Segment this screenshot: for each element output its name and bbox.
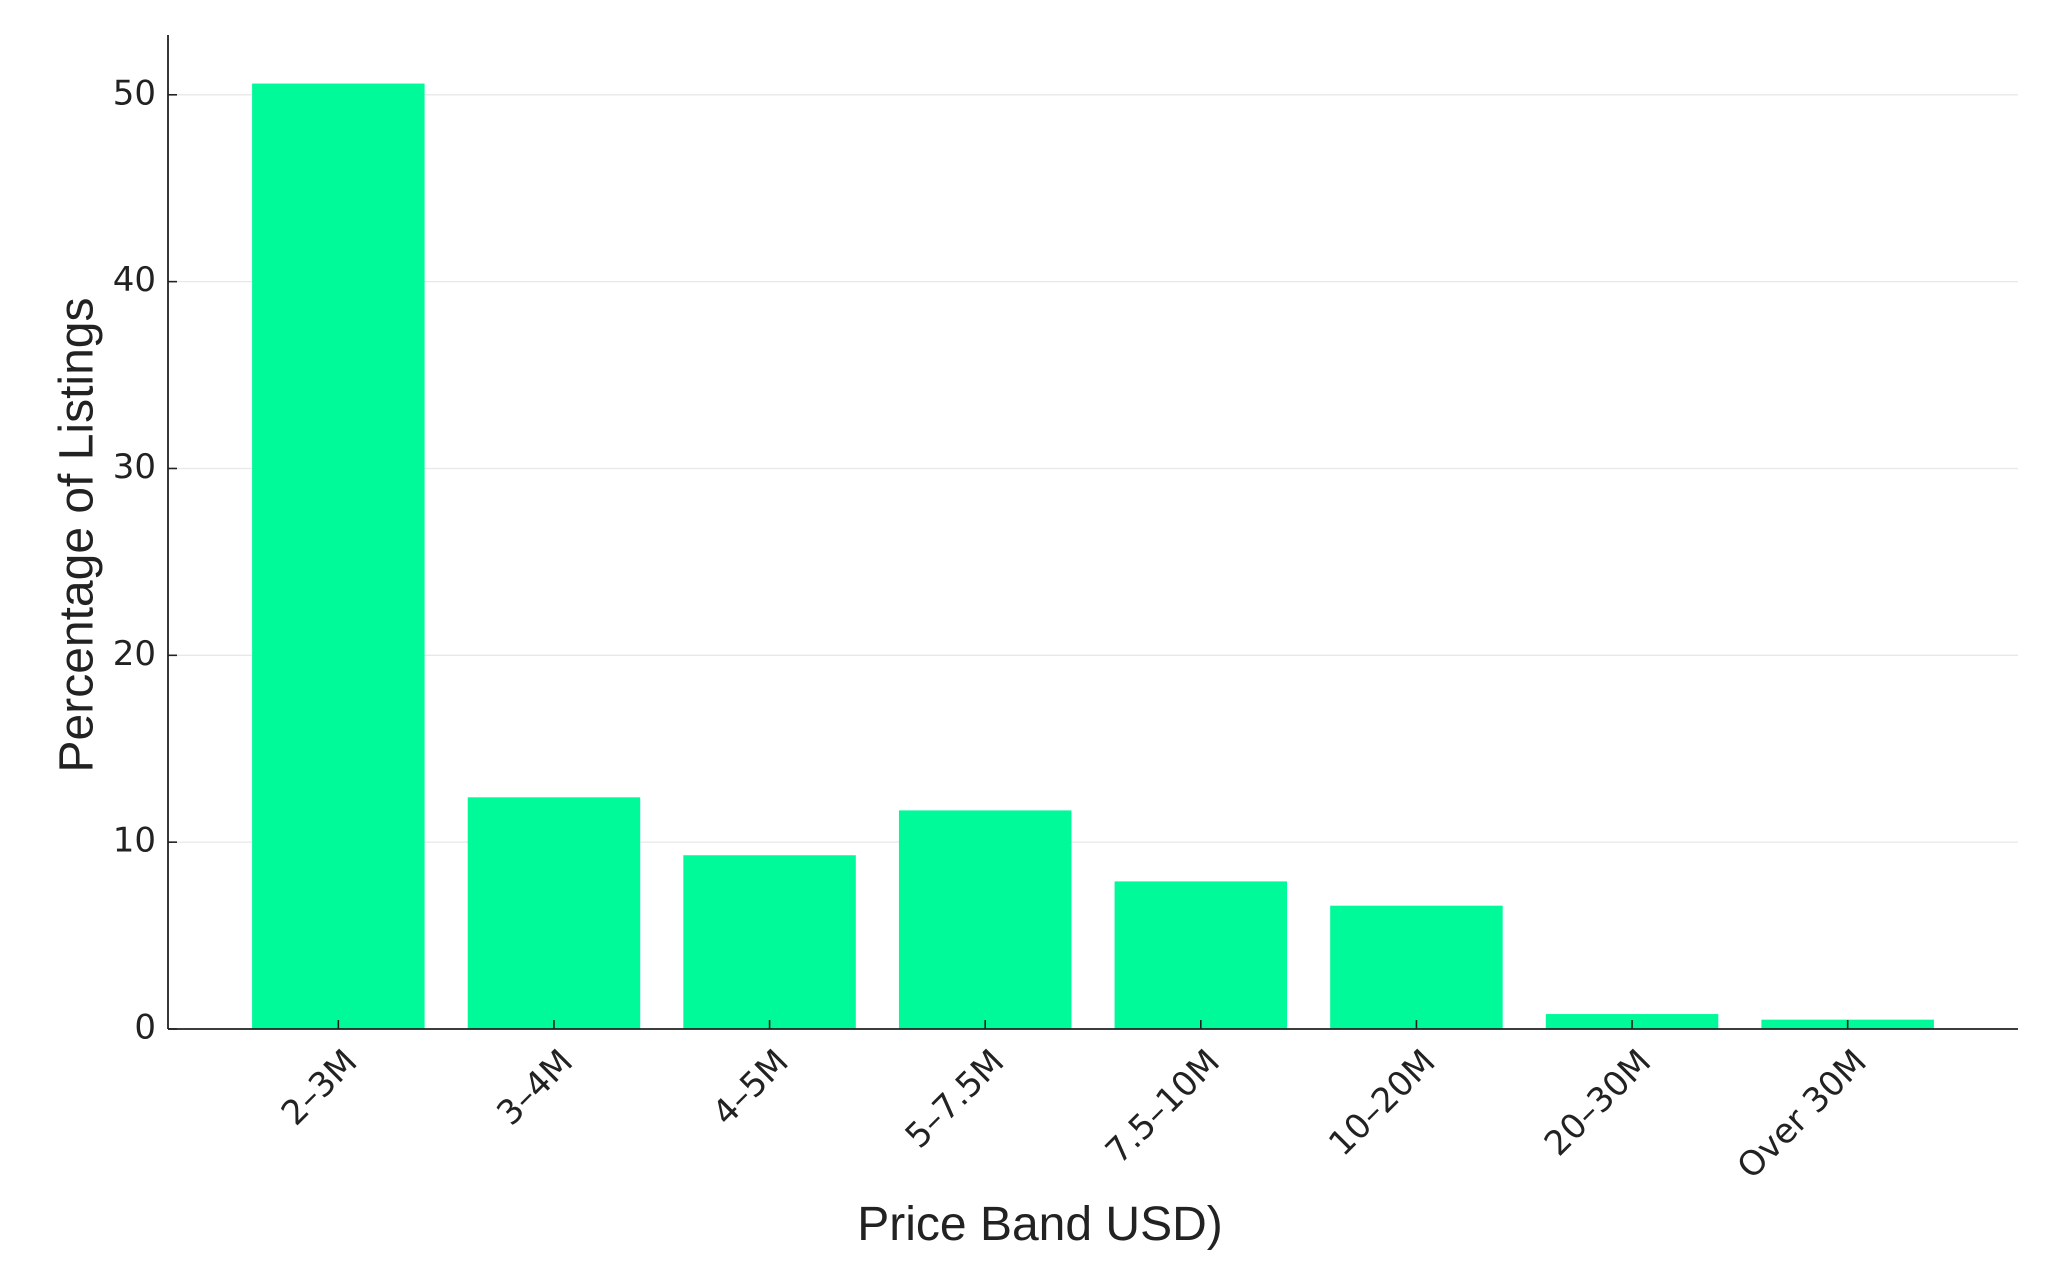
y-tick-label: 10 xyxy=(113,821,156,861)
bar xyxy=(467,797,641,1029)
x-tick-label: 4–5M xyxy=(705,1042,797,1134)
y-tick-label: 40 xyxy=(113,260,156,300)
x-tick-label: 20–30M xyxy=(1537,1042,1659,1164)
x-tick-label: 2–3M xyxy=(274,1042,366,1134)
bar xyxy=(252,83,425,1029)
x-tick-label: Over 30M xyxy=(1730,1042,1875,1187)
bar xyxy=(683,855,856,1029)
y-tick-label: 0 xyxy=(134,1008,156,1048)
x-tick-label: 7.5–10M xyxy=(1098,1042,1228,1172)
bar xyxy=(898,810,1072,1029)
x-tick-label: 10–20M xyxy=(1321,1042,1443,1164)
y-tick-label: 50 xyxy=(113,73,156,113)
bar xyxy=(1114,881,1288,1029)
x-axis-title: Price Band USD) xyxy=(857,1198,1222,1251)
y-axis-title: Percentage of Listings xyxy=(51,298,104,773)
x-tick-label: 3–4M xyxy=(489,1042,581,1134)
y-tick-label: 20 xyxy=(113,634,156,674)
x-tick-label: 5–7.5M xyxy=(898,1042,1013,1157)
bar xyxy=(1330,905,1503,1029)
y-tick-label: 30 xyxy=(113,447,156,487)
